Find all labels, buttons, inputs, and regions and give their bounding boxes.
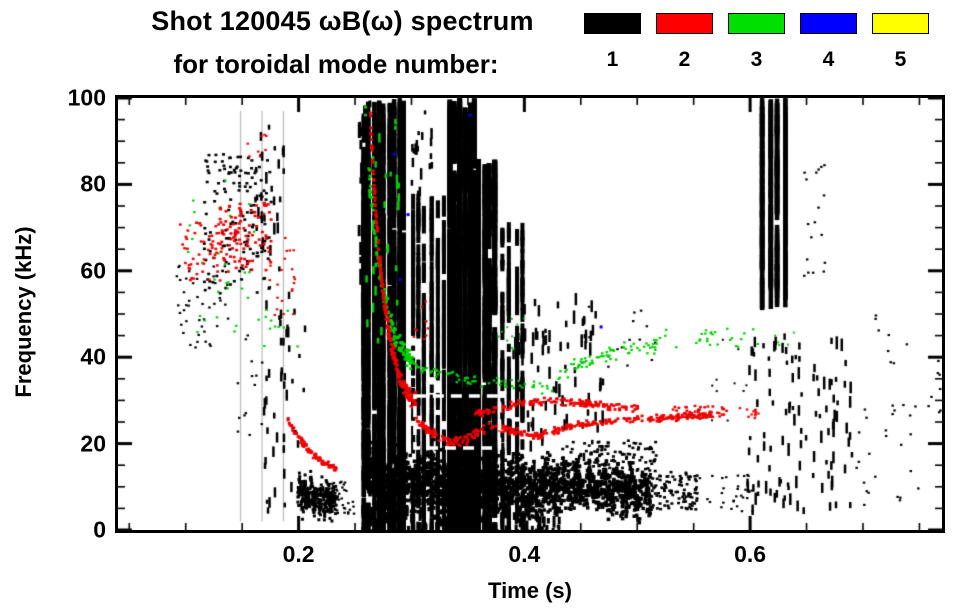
legend-label-3: 3 bbox=[750, 48, 763, 71]
legend-swatch-2 bbox=[656, 13, 713, 34]
legend-swatch-3 bbox=[728, 13, 785, 34]
y-tick-label: 20 bbox=[80, 430, 106, 457]
legend-item-3: 3 bbox=[728, 13, 785, 70]
y-tick-label: 80 bbox=[80, 170, 106, 197]
x-tick-label: 0.6 bbox=[734, 541, 767, 567]
y-tick-label: 40 bbox=[80, 343, 106, 370]
legend-label-1: 1 bbox=[606, 48, 619, 71]
y-tick-label: 60 bbox=[80, 257, 106, 284]
y-axis-label: Frequency (kHz) bbox=[11, 226, 36, 398]
legend-label-5: 5 bbox=[894, 48, 907, 71]
plot-area bbox=[115, 95, 945, 533]
legend-swatch-5 bbox=[872, 13, 929, 34]
legend-item-5: 5 bbox=[872, 13, 929, 70]
x-axis-label: Time (s) bbox=[488, 578, 572, 603]
figure-title: Shot 120045 ωB(ω) spectrum bbox=[151, 6, 534, 36]
legend-label-4: 4 bbox=[822, 48, 835, 71]
legend: 1 2 3 4 5 bbox=[584, 13, 929, 70]
legend-item-1: 1 bbox=[584, 13, 641, 70]
legend-swatch-1 bbox=[584, 13, 641, 34]
legend-item-2: 2 bbox=[656, 13, 713, 70]
figure-subtitle: for toroidal mode number: bbox=[173, 49, 499, 79]
legend-label-2: 2 bbox=[678, 48, 691, 71]
legend-item-4: 4 bbox=[800, 13, 857, 70]
x-tick-label: 0.4 bbox=[508, 541, 541, 567]
y-tick-label: 0 bbox=[93, 516, 106, 543]
x-tick-label: 0.2 bbox=[282, 541, 315, 567]
legend-swatch-4 bbox=[800, 13, 857, 34]
spectrogram-canvas bbox=[118, 98, 942, 530]
y-tick-label: 100 bbox=[67, 84, 106, 111]
